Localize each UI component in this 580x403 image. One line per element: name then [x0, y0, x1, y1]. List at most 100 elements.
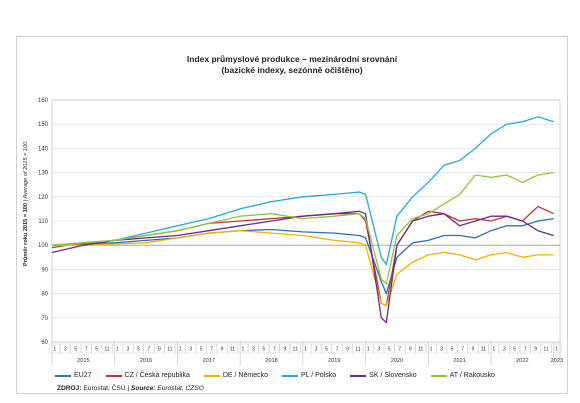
month-tick-label: 9 [95, 347, 98, 353]
month-tick-label: 11 [104, 347, 109, 353]
legend-label: PL / Polsko [301, 372, 337, 379]
legend-item: PL / Polsko [282, 372, 336, 379]
month-tick-label: 1 [116, 347, 119, 353]
month-tick-box [457, 343, 468, 354]
month-tick-label: 7 [461, 347, 464, 353]
month-tick-label: 1 [179, 347, 182, 353]
month-tick-box [331, 343, 343, 354]
y-tick-label: 150 [38, 122, 49, 128]
month-tick-label: 11 [418, 347, 423, 353]
month-tick-label: 7 [336, 347, 339, 353]
month-tick-label: 9 [158, 347, 161, 353]
month-tick-label: 5 [262, 347, 265, 353]
month-tick-box [164, 343, 175, 354]
month-tick-label: 5 [74, 347, 77, 353]
month-tick-box [143, 343, 155, 354]
legend-swatch [55, 374, 71, 377]
month-tick-label: 3 [440, 347, 443, 353]
month-tick-box [185, 343, 196, 354]
month-tick-box [175, 343, 186, 354]
series-line-6 [51, 171, 554, 285]
series-line-2 [51, 205, 554, 307]
month-tick-label: 11 [543, 347, 548, 353]
legend-label: AT / Rakousko [449, 372, 495, 379]
month-tick-label: 1 [367, 347, 370, 353]
month-tick-box [499, 343, 510, 354]
year-label: 2018 [265, 358, 277, 364]
month-tick-box [101, 343, 113, 354]
legend-swatch [105, 374, 122, 377]
year-label: 2016 [140, 358, 152, 364]
month-tick-box [80, 343, 92, 354]
legend-label: CZ / Česká republika [124, 372, 190, 379]
series-line-4 [51, 116, 554, 266]
month-tick-label: 9 [409, 347, 412, 353]
month-tick-label: 1 [242, 347, 245, 353]
month-tick-label: 11 [230, 347, 235, 353]
month-tick-label: 9 [471, 347, 474, 353]
month-tick-box [352, 343, 364, 354]
y-tick-label: 110 [38, 219, 48, 225]
title-line-2: (bazické indexy, sezónně očištěno) [221, 65, 363, 75]
legend-swatch [350, 374, 367, 377]
legend-item: CZ / Česká republika [105, 372, 190, 379]
month-tick-box [70, 343, 81, 354]
year-label: 2017 [203, 358, 215, 364]
legend-label: DE / Německo [222, 372, 268, 379]
legend-label: EU27 [74, 372, 92, 379]
month-tick-box [519, 343, 531, 354]
month-tick-label: 9 [283, 347, 286, 353]
month-tick-box [237, 343, 249, 354]
year-label: 2021 [453, 358, 465, 364]
year-label: 2020 [391, 358, 403, 364]
month-tick-box [279, 343, 290, 354]
month-tick-box [195, 343, 207, 354]
chart-frame [16, 36, 568, 394]
legend-item: AT / Rakousko [430, 372, 495, 379]
month-tick-box [551, 343, 562, 354]
month-tick-box [373, 343, 385, 354]
year-label: 2015 [77, 358, 89, 364]
month-tick-label: 3 [252, 347, 255, 353]
y-tick-label: 140 [38, 146, 49, 152]
month-tick-label: 7 [524, 347, 527, 353]
y-tick-label: 70 [41, 316, 48, 322]
month-tick-label: 9 [534, 347, 537, 353]
y-tick-label: 60 [41, 340, 48, 346]
month-tick-box [415, 343, 426, 354]
month-tick-label: 11 [355, 347, 360, 353]
source-label: ZDROJ: [57, 385, 82, 392]
month-tick-label: 9 [221, 347, 224, 353]
source-text-en: Eurostat, CZSO [157, 385, 204, 392]
chart-legend: EU27 CZ / Česká republika DE / Německo PL /… [55, 372, 509, 379]
month-tick-label: 1 [430, 347, 433, 353]
month-tick-label: 9 [346, 347, 349, 353]
month-tick-box [446, 343, 458, 354]
month-tick-box [425, 343, 437, 354]
month-tick-box [122, 343, 134, 354]
month-tick-label: 1 [53, 347, 56, 353]
month-tick-box [467, 343, 479, 354]
source-note: ZDROJ: Eurostat, ČSÚ | Source: Eurostat,… [57, 385, 204, 392]
month-tick-box [342, 343, 353, 354]
month-tick-box [300, 343, 311, 354]
month-tick-box [509, 343, 520, 354]
month-tick-label: 3 [315, 347, 318, 353]
month-tick-box [258, 343, 270, 354]
month-tick-label: 1 [492, 347, 495, 353]
month-tick-box [530, 343, 541, 354]
month-tick-label: 7 [147, 347, 150, 353]
title-line-1: Index průmyslové produkce – mezinárodní … [186, 54, 398, 64]
month-tick-box [404, 343, 416, 354]
month-tick-box [321, 343, 332, 354]
source-label-en: Source: [130, 385, 156, 392]
month-tick-label: 3 [503, 347, 506, 353]
month-tick-label: 7 [85, 347, 88, 353]
month-tick-box [478, 343, 489, 354]
month-tick-box [394, 343, 405, 354]
month-tick-label: 7 [398, 347, 401, 353]
legend-label: SK / Slovensko [369, 372, 417, 379]
series-line-5 [51, 210, 554, 324]
y-tick-label: 160 [38, 98, 49, 104]
